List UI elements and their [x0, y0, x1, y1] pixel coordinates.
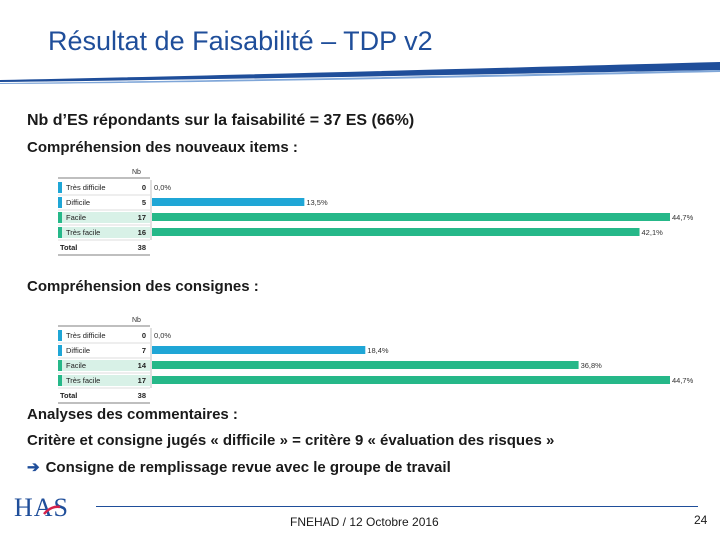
comments-analysis-heading: Analyses des commentaires : [27, 406, 238, 423]
percent-label: 36,8% [581, 361, 603, 370]
count-value: 14 [138, 361, 147, 370]
category-label: Très facile [66, 376, 100, 385]
chart-table: Nb Très difficile 0 0,0% Difficile 7 18,4% Faci… [58, 317, 694, 404]
bar [152, 228, 640, 236]
chart-items-comprehension: Nb Très difficile 0 0,0% Difficile 5 13,5% Faci… [58, 169, 694, 256]
row-highlight [62, 375, 150, 386]
revision-note: ➔ Consigne de remplissage revue avec le g… [27, 458, 451, 476]
respondents-summary: Nb d’ES répondants sur la faisabilité = … [27, 112, 415, 129]
count-header: Nb [132, 169, 141, 176]
count-value: 7 [142, 346, 146, 355]
category-color-marker [58, 212, 62, 223]
category-color-marker [58, 330, 62, 341]
category-color-marker [58, 197, 62, 208]
page-number: 24 [694, 513, 708, 527]
revision-note-text: Consigne de remplissage revue avec le gr… [45, 459, 451, 476]
total-label: Total [60, 391, 77, 400]
category-label: Difficile [66, 346, 90, 355]
percent-label: 0,0% [154, 183, 171, 192]
title-swoosh-decoration [0, 62, 720, 84]
bar [152, 376, 670, 384]
percent-label: 44,7% [672, 376, 694, 385]
category-label: Très difficile [66, 183, 106, 192]
has-logo-accent [43, 505, 61, 515]
footer-divider [96, 506, 698, 507]
count-value: 17 [138, 213, 146, 222]
category-label: Facile [66, 213, 86, 222]
category-label: Très difficile [66, 331, 106, 340]
chart-instructions-comprehension: Nb Très difficile 0 0,0% Difficile 7 18,4% Faci… [58, 317, 694, 404]
slide-title: Résultat de Faisabilité – TDP v2 [48, 26, 433, 56]
total-value: 38 [138, 391, 146, 400]
category-color-marker [58, 182, 62, 193]
arrow-right-icon: ➔ [27, 459, 40, 476]
category-color-marker [58, 360, 62, 371]
difficult-criterion-note: Critère et consigne jugés « difficile » … [27, 432, 555, 449]
bar [152, 361, 579, 369]
instructions-comprehension-heading: Compréhension des consignes : [27, 278, 259, 295]
total-label: Total [60, 243, 77, 252]
total-value: 38 [138, 243, 146, 252]
row-highlight [62, 360, 150, 371]
category-color-marker [58, 375, 62, 386]
chart-table: Nb Très difficile 0 0,0% Difficile 5 13,5% Faci… [58, 169, 694, 256]
percent-label: 13,5% [306, 198, 328, 207]
percent-label: 18,4% [367, 346, 389, 355]
bar [152, 198, 305, 206]
category-color-marker [58, 227, 62, 238]
count-value: 16 [138, 228, 146, 237]
bar [152, 346, 366, 354]
category-label: Difficile [66, 198, 90, 207]
count-value: 0 [142, 331, 146, 340]
percent-label: 44,7% [672, 213, 694, 222]
count-value: 17 [138, 376, 146, 385]
count-value: 0 [142, 183, 146, 192]
row-highlight [62, 212, 150, 223]
footer-text: FNEHAD / 12 Octobre 2016 [290, 515, 439, 529]
percent-label: 0,0% [154, 331, 171, 340]
row-highlight [62, 227, 150, 238]
count-header: Nb [132, 317, 141, 324]
category-label: Très facile [66, 228, 100, 237]
items-comprehension-heading: Compréhension des nouveaux items : [27, 139, 298, 156]
count-value: 5 [142, 198, 146, 207]
category-color-marker [58, 345, 62, 356]
percent-label: 42,1% [642, 228, 664, 237]
category-label: Facile [66, 361, 86, 370]
bar [152, 213, 670, 221]
